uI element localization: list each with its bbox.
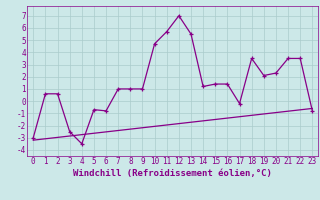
X-axis label: Windchill (Refroidissement éolien,°C): Windchill (Refroidissement éolien,°C)	[73, 169, 272, 178]
